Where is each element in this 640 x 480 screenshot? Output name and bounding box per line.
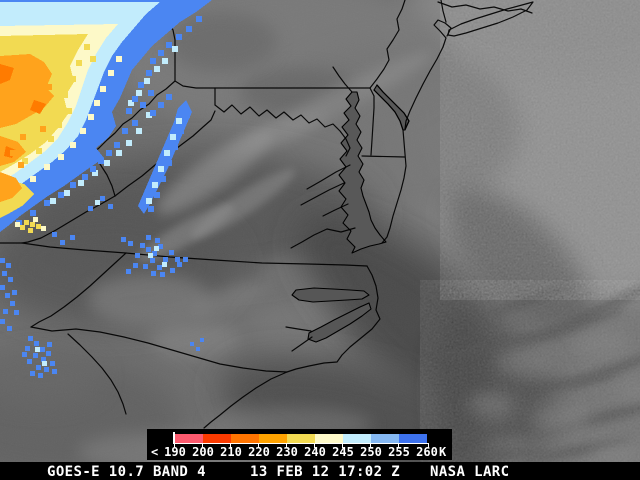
scale-segment	[287, 434, 315, 443]
scale-baseline	[173, 443, 429, 444]
scale-segment	[231, 434, 259, 443]
scale-segment	[315, 434, 343, 443]
scale-unit-label: K	[439, 445, 447, 459]
scale-tick	[174, 444, 175, 448]
scale-tick-label: 210	[220, 445, 242, 459]
scale-tick-label: 220	[248, 445, 270, 459]
timestamp-label: 13 FEB 12 17:02 Z	[250, 464, 401, 480]
scale-segment	[175, 434, 203, 443]
state-borders	[0, 0, 534, 429]
scale-tick-label: 250	[360, 445, 382, 459]
scale-left-tick	[173, 432, 175, 444]
scale-segment	[203, 434, 231, 443]
cold-cloud-overlay	[0, 0, 212, 378]
chesapeake-bay	[338, 91, 387, 254]
status-bar: GOES-E 10.7 BAND 4 13 FEB 12 17:02 Z NAS…	[0, 462, 640, 480]
scale-tick	[314, 444, 315, 448]
scale-tick	[370, 444, 371, 448]
scale-tick-label: 240	[304, 445, 326, 459]
scale-tick	[398, 444, 399, 448]
scale-tick	[286, 444, 287, 448]
scale-tick-label: 255	[388, 445, 410, 459]
scale-segment	[371, 434, 399, 443]
scale-tick-label: 190	[164, 445, 186, 459]
albemarle-sound	[291, 287, 370, 303]
scale-segment	[259, 434, 287, 443]
scale-tick	[342, 444, 343, 448]
scale-tick	[230, 444, 231, 448]
scale-tick-label: 245	[332, 445, 354, 459]
scale-tick-label: 200	[192, 445, 214, 459]
scale-tick	[258, 444, 259, 448]
credit-label: NASA LARC	[430, 464, 510, 480]
pamlico-sound	[307, 302, 372, 343]
scale-less-than: <	[151, 445, 159, 459]
scale-tick	[428, 444, 429, 448]
scale-tick-label: 260	[416, 445, 438, 459]
satellite-product-label: GOES-E 10.7 BAND 4	[47, 464, 206, 480]
scale-tick-label: 230	[276, 445, 298, 459]
water-bodies	[291, 84, 410, 343]
scale-segment	[399, 434, 427, 443]
temperature-scale: < 190 200 210 220 230 240 245 250 255 26…	[147, 429, 452, 460]
scale-tick	[202, 444, 203, 448]
scale-segment	[343, 434, 371, 443]
